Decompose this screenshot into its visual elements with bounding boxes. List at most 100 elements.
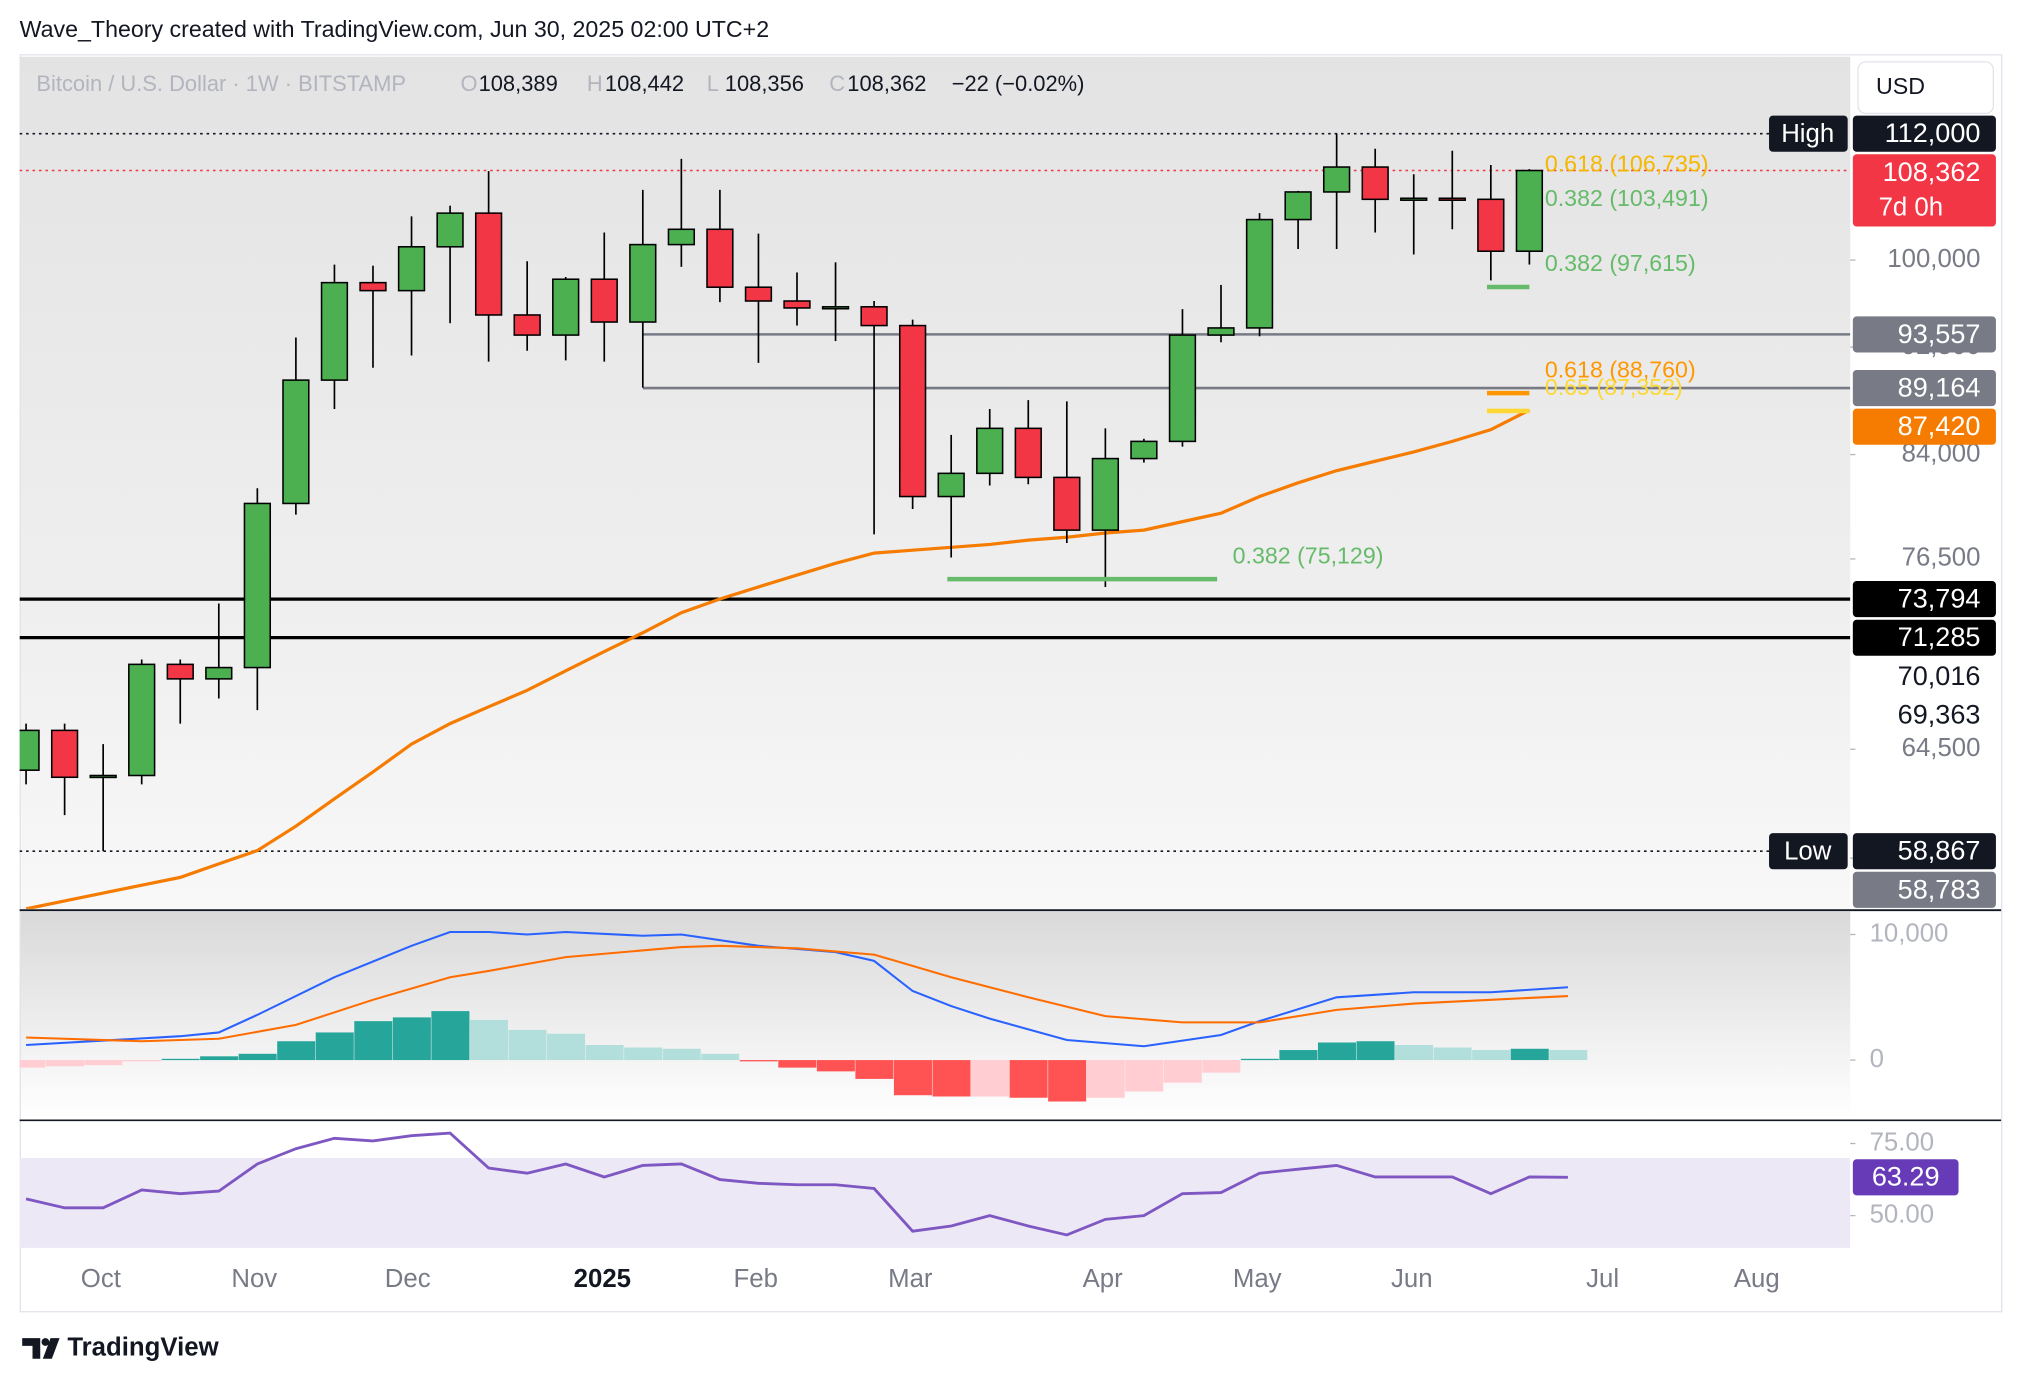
macd-bar — [123, 1060, 162, 1062]
brand-logo — [22, 1338, 60, 1359]
price-label: 112,000 — [1885, 117, 1981, 148]
macd-bar — [277, 1041, 316, 1061]
x-tick-label: Mar — [888, 1265, 933, 1293]
rsi-tick-label: 50.00 — [1870, 1200, 1934, 1228]
price-label: 71,285 — [1898, 621, 1981, 652]
x-tick-label: Jul — [1586, 1265, 1619, 1293]
price-label-box — [1852, 115, 1996, 152]
macd-bar — [547, 1033, 586, 1061]
macd-bar — [1356, 1041, 1395, 1061]
ohlc-key: H — [587, 71, 603, 96]
candle-body — [128, 663, 156, 777]
brand-icon — [22, 1338, 60, 1359]
macd-bar — [1048, 1060, 1087, 1102]
macd-bar — [971, 1060, 1010, 1097]
candle-body — [513, 314, 541, 336]
macd-bar — [1395, 1045, 1434, 1061]
y-tick-label: 76,500 — [1902, 544, 1981, 572]
ohlc-key: O — [461, 71, 478, 96]
macd-bar — [624, 1047, 663, 1061]
macd-bar — [508, 1029, 547, 1061]
macd-bar — [893, 1060, 932, 1096]
macd-bar — [1086, 1060, 1125, 1098]
candle-body — [552, 278, 580, 336]
fib-label: 0.65 (87,352) — [1545, 374, 1683, 400]
macd-bar — [1433, 1047, 1472, 1061]
price-label: 108,362 — [1883, 156, 1981, 187]
price-label-box — [1852, 581, 1996, 618]
macd-bar — [662, 1048, 701, 1061]
x-tick-label: Dec — [385, 1265, 431, 1293]
price-tag: High — [1781, 120, 1834, 148]
price-label-box — [1852, 833, 1996, 870]
macd-tick-label: 0 — [1870, 1045, 1884, 1073]
y-tick-label: 64,500 — [1902, 734, 1981, 762]
price-pane — [19, 56, 1851, 909]
y-tick-label: 100,000 — [1887, 245, 1980, 273]
candle-body — [205, 666, 233, 680]
candle-body — [1515, 169, 1544, 252]
candle-body — [1400, 197, 1428, 201]
price-label: 70,016 — [1898, 660, 1981, 691]
macd-bar — [1202, 1060, 1241, 1073]
candle-body — [474, 212, 503, 316]
macd-bar — [19, 1060, 46, 1068]
candle-body — [1438, 197, 1466, 201]
x-tick-label: Oct — [81, 1265, 121, 1293]
candle-body — [1130, 440, 1158, 460]
candle-body — [976, 427, 1004, 475]
macd-bar — [739, 1060, 778, 1062]
candle-body — [1477, 198, 1505, 252]
macd-bar — [1125, 1060, 1164, 1092]
rsi-label: 63.29 — [1872, 1161, 1940, 1192]
price-tag-box — [1769, 115, 1848, 152]
price-label: 93,557 — [1898, 318, 1981, 349]
macd-bar — [315, 1032, 354, 1061]
price-label: 73,794 — [1898, 583, 1981, 614]
brand: TradingView — [67, 1333, 219, 1361]
candle-body — [19, 729, 40, 771]
ohlc-value: 108,389 — [479, 71, 558, 96]
candle-body — [1245, 218, 1274, 329]
x-tick-label: Jun — [1391, 1265, 1433, 1293]
candle-body — [166, 663, 194, 680]
currency-button-box[interactable] — [1857, 61, 1994, 115]
plot-layer: 100,00092,50084,00076,50064,50058,500Oct… — [19, 115, 1996, 1293]
macd-bar — [161, 1058, 200, 1061]
fib-label: 0.618 (106,735) — [1545, 151, 1709, 177]
candle-body — [937, 472, 965, 498]
ohlc-value: 108,442 — [605, 71, 684, 96]
macd-bar — [431, 1011, 470, 1061]
currency-label[interactable]: USD — [1876, 73, 1925, 99]
candle-body — [860, 306, 888, 327]
candle-body — [1053, 476, 1081, 531]
rsi-tick-label: 75.00 — [1870, 1128, 1934, 1156]
macd-bar — [354, 1021, 393, 1061]
x-tick-label: Nov — [231, 1265, 277, 1293]
price-label: 89,164 — [1898, 371, 1981, 402]
fib-label: 0.382 (103,491) — [1545, 185, 1709, 211]
ohlc-value: 108,356 — [725, 71, 804, 96]
macd-bar — [1009, 1060, 1048, 1098]
watermark: Wave_Theory created with TradingView.com… — [20, 16, 769, 42]
currency-button[interactable]: USD — [1857, 61, 1994, 115]
fib-label: 0.382 (75,129) — [1233, 542, 1384, 568]
symbol: Bitcoin / U.S. Dollar · 1W · BITSTAMP — [36, 71, 406, 96]
macd-plot — [19, 930, 1588, 1102]
macd-bar — [238, 1053, 277, 1061]
macd-bar — [1549, 1050, 1588, 1061]
candle-body — [821, 306, 850, 310]
candle-body — [359, 281, 387, 292]
candle-body — [282, 379, 310, 505]
x-tick-label: May — [1233, 1265, 1282, 1293]
fib-label: 0.382 (97,615) — [1545, 250, 1696, 276]
candle-body — [1207, 327, 1235, 336]
candle-body — [436, 212, 464, 248]
price-tag-box — [1769, 833, 1848, 870]
candle-body — [1361, 166, 1389, 201]
candle-body — [1091, 457, 1120, 531]
macd-bar — [200, 1056, 239, 1061]
brand-icon-dot — [41, 1338, 50, 1346]
price-label: 58,783 — [1898, 873, 1981, 904]
